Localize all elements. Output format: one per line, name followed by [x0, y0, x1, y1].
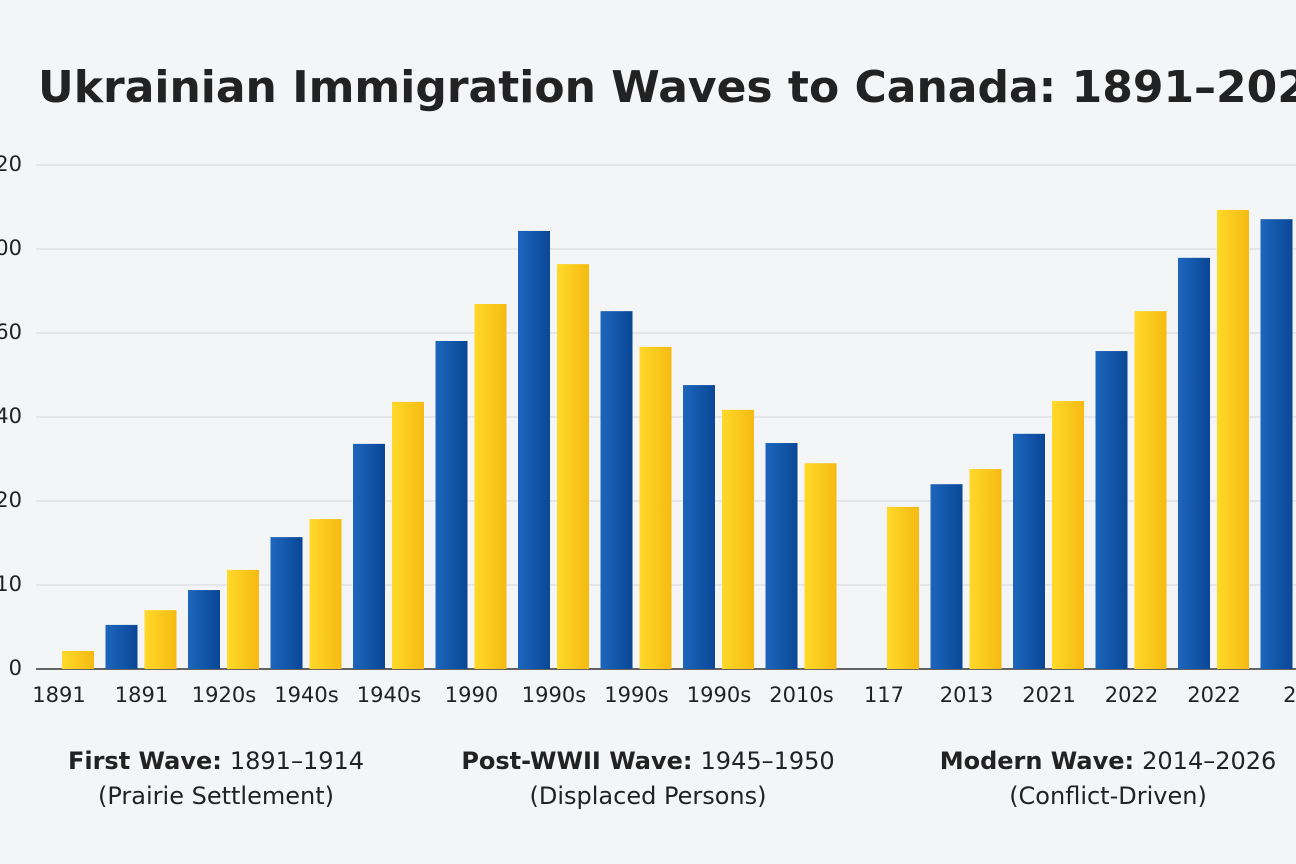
bar: [639, 346, 672, 669]
x-tick-label: 1940s: [357, 683, 421, 707]
bar: [765, 443, 798, 669]
bar: [1178, 257, 1210, 669]
x-tick-label: 2022: [1105, 683, 1158, 707]
bar: [1134, 311, 1167, 669]
annotation-heading: Post-WWII Wave: 1945–1950: [461, 747, 834, 775]
chart-title: Ukrainian Immigration Waves to Canada: 1…: [38, 62, 1296, 113]
bar: [1260, 219, 1293, 669]
bar: [557, 264, 589, 669]
y-tick-label: 20: [0, 152, 22, 176]
y-tick-label: 00: [0, 236, 22, 260]
annotation-title: First Wave:: [68, 747, 222, 775]
bar: [474, 304, 507, 669]
x-tick-label: 2021: [1022, 683, 1075, 707]
bar: [600, 311, 633, 669]
bar: [270, 537, 303, 669]
annotation-range: 1891–1914: [230, 747, 364, 775]
x-tick-label: 1990s: [604, 683, 668, 707]
annotation-note: (Displaced Persons): [530, 782, 767, 810]
bar: [1217, 209, 1249, 669]
bar: [144, 610, 177, 669]
annotation-title: Modern Wave:: [940, 747, 1134, 775]
bar: [62, 650, 94, 669]
y-tick-label: 10: [0, 572, 22, 596]
x-tick-label: 1920s: [192, 683, 256, 707]
x-tick-label: 1940s: [274, 683, 338, 707]
x-tick-label: 2022: [1187, 683, 1240, 707]
annotation-heading: Modern Wave: 2014–2026: [940, 747, 1277, 775]
x-tick-label: 1990s: [522, 683, 586, 707]
x-tick-label: 20: [1283, 683, 1296, 707]
x-tick-label: 1990: [445, 683, 498, 707]
bar: [930, 484, 963, 669]
annotation-heading: First Wave: 1891–1914: [68, 747, 364, 775]
bar: [227, 569, 259, 669]
annotation-title: Post-WWII Wave:: [461, 747, 692, 775]
bar: [1052, 401, 1084, 669]
x-tick-label: 2013: [940, 683, 993, 707]
bar: [969, 469, 1002, 669]
bar: [105, 624, 138, 669]
bar: [435, 340, 468, 669]
y-tick-label: 40: [0, 404, 22, 428]
bar: [722, 409, 754, 669]
bar: [518, 230, 550, 669]
bar: [1095, 351, 1128, 669]
bar: [1013, 433, 1045, 669]
x-tick-label: 1990s: [687, 683, 751, 707]
annotation-note: (Prairie Settlement): [98, 782, 334, 810]
bar: [353, 443, 385, 669]
x-tick-label: 1891: [32, 683, 85, 707]
annotation-range: 1945–1950: [701, 747, 835, 775]
bar: [309, 519, 342, 669]
y-tick-label: 20: [0, 488, 22, 512]
bar: [188, 590, 220, 669]
bar: [887, 506, 919, 669]
y-tick-label: 60: [0, 320, 22, 344]
bar: [683, 385, 715, 669]
annotation-note: (Conflict-Driven): [1009, 782, 1207, 810]
y-tick-label: 0: [9, 656, 22, 680]
x-tick-label: 117: [864, 683, 904, 707]
bar: [392, 401, 424, 669]
annotation-range: 2014–2026: [1142, 747, 1276, 775]
x-tick-label: 2010s: [769, 683, 833, 707]
bar: [804, 463, 837, 669]
x-tick-label: 1891: [115, 683, 168, 707]
